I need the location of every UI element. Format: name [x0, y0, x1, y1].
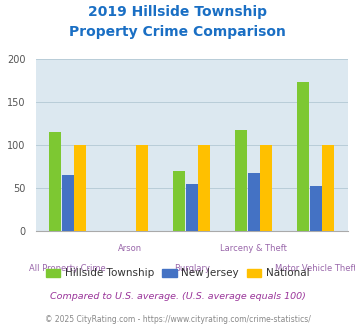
Legend: Hillside Township, New Jersey, National: Hillside Township, New Jersey, National [42, 264, 313, 282]
Bar [322, 145, 334, 231]
Bar [248, 173, 260, 231]
Bar [136, 145, 148, 231]
Text: 2019 Hillside Township: 2019 Hillside Township [88, 5, 267, 19]
Bar [49, 132, 61, 231]
Text: Property Crime Comparison: Property Crime Comparison [69, 25, 286, 39]
Text: All Property Crime: All Property Crime [29, 264, 106, 273]
Bar [235, 130, 247, 231]
Bar [186, 184, 198, 231]
Bar [260, 145, 272, 231]
Bar [173, 171, 185, 231]
Bar [297, 82, 309, 231]
Bar [62, 175, 73, 231]
Text: Burglary: Burglary [174, 264, 210, 273]
Text: Motor Vehicle Theft: Motor Vehicle Theft [275, 264, 355, 273]
Text: Arson: Arson [118, 244, 142, 253]
Text: Larceny & Theft: Larceny & Theft [220, 244, 287, 253]
Text: © 2025 CityRating.com - https://www.cityrating.com/crime-statistics/: © 2025 CityRating.com - https://www.city… [45, 315, 310, 324]
Bar [74, 145, 86, 231]
Text: Compared to U.S. average. (U.S. average equals 100): Compared to U.S. average. (U.S. average … [50, 292, 305, 301]
Bar [198, 145, 210, 231]
Bar [310, 185, 322, 231]
